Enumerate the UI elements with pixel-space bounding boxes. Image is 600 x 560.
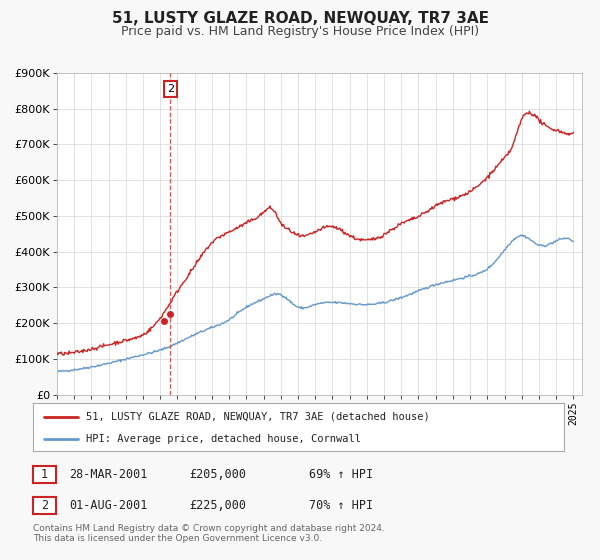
Text: 51, LUSTY GLAZE ROAD, NEWQUAY, TR7 3AE (detached house): 51, LUSTY GLAZE ROAD, NEWQUAY, TR7 3AE (…: [86, 412, 430, 422]
Text: 69% ↑ HPI: 69% ↑ HPI: [309, 468, 373, 482]
Text: Price paid vs. HM Land Registry's House Price Index (HPI): Price paid vs. HM Land Registry's House …: [121, 25, 479, 38]
Text: 2: 2: [41, 499, 48, 512]
Text: 1: 1: [41, 468, 48, 482]
Text: 51, LUSTY GLAZE ROAD, NEWQUAY, TR7 3AE: 51, LUSTY GLAZE ROAD, NEWQUAY, TR7 3AE: [112, 11, 488, 26]
Text: 28-MAR-2001: 28-MAR-2001: [69, 468, 148, 482]
Text: 01-AUG-2001: 01-AUG-2001: [69, 499, 148, 512]
Text: £225,000: £225,000: [189, 499, 246, 512]
Text: HPI: Average price, detached house, Cornwall: HPI: Average price, detached house, Corn…: [86, 434, 361, 444]
Text: 70% ↑ HPI: 70% ↑ HPI: [309, 499, 373, 512]
Text: Contains HM Land Registry data © Crown copyright and database right 2024.: Contains HM Land Registry data © Crown c…: [33, 524, 385, 533]
Text: 2: 2: [167, 84, 174, 94]
Text: This data is licensed under the Open Government Licence v3.0.: This data is licensed under the Open Gov…: [33, 534, 322, 543]
Text: £205,000: £205,000: [189, 468, 246, 482]
